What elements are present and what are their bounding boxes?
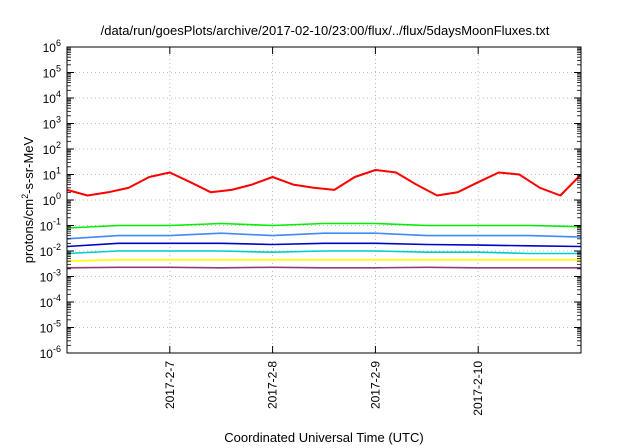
y-tick-exponent: 0 — [56, 191, 61, 201]
series-layer — [66, 169, 582, 269]
y-tick-base: 10 — [40, 220, 54, 234]
series-line-3 — [66, 232, 582, 240]
chart-title: /data/run/goesPlots/archive/2017-02-10/2… — [101, 23, 550, 38]
y-axis-label-sup: 2 — [20, 194, 30, 199]
y-tick-label: 10-4 — [40, 293, 61, 310]
x-tick-label: 2017-2-10 — [471, 361, 485, 416]
y-tick-base: 10 — [40, 347, 54, 361]
y-tick-exponent: 4 — [56, 89, 61, 99]
y-axis-label-prefix: protons/cm — [21, 199, 36, 263]
y-tick-label: 104 — [43, 89, 61, 106]
y-tick-exponent: -4 — [53, 293, 61, 303]
y-tick-base: 10 — [43, 169, 57, 183]
y-tick-base: 10 — [40, 322, 54, 336]
y-tick-label: 10-3 — [40, 268, 61, 285]
series-line-6 — [66, 258, 581, 262]
x-tick-label: 2017-2-7 — [163, 361, 177, 409]
y-axis: 10-610-510-410-310-210-11001011021031041… — [40, 38, 581, 361]
grid — [67, 47, 581, 353]
y-tick-base: 10 — [40, 271, 54, 285]
y-axis-label-suffix: -s-sr-MeV — [21, 136, 36, 193]
y-axis-label: protons/cm2-s-sr-MeV — [20, 136, 36, 263]
y-tick-label: 10-5 — [40, 319, 61, 336]
series-line-7 — [66, 266, 581, 269]
y-tick-label: 10-6 — [40, 344, 61, 361]
y-tick-label: 105 — [43, 64, 61, 81]
y-tick-exponent: -5 — [53, 319, 61, 329]
y-tick-label: 102 — [43, 140, 61, 157]
y-tick-base: 10 — [43, 41, 57, 55]
series-line-1 — [66, 169, 582, 197]
series-line-4 — [66, 242, 582, 248]
y-tick-exponent: -3 — [53, 268, 61, 278]
y-tick-base: 10 — [43, 118, 57, 132]
x-tick-label: 2017-2-9 — [368, 361, 382, 409]
y-tick-base: 10 — [43, 143, 57, 157]
y-tick-exponent: -6 — [53, 344, 61, 354]
y-tick-exponent: 6 — [56, 38, 61, 48]
y-tick-base: 10 — [43, 67, 57, 81]
y-tick-exponent: 3 — [56, 115, 61, 125]
y-tick-base: 10 — [40, 245, 54, 259]
y-tick-label: 103 — [43, 115, 61, 132]
y-tick-base: 10 — [40, 296, 54, 310]
y-tick-exponent: 1 — [56, 166, 61, 176]
x-tick-label: 2017-2-8 — [266, 361, 280, 409]
y-tick-exponent: -1 — [53, 217, 61, 227]
y-tick-base: 10 — [43, 194, 57, 208]
y-tick-base: 10 — [43, 92, 57, 106]
y-tick-label: 101 — [43, 166, 61, 183]
y-tick-label: 10-2 — [40, 242, 61, 259]
y-tick-exponent: -2 — [53, 242, 61, 252]
y-tick-label: 10-1 — [40, 217, 61, 234]
series-line-5 — [66, 250, 581, 255]
x-axis-label: Coordinated Universal Time (UTC) — [224, 430, 423, 445]
y-tick-exponent: 5 — [56, 64, 61, 74]
y-tick-label: 100 — [43, 191, 61, 208]
x-axis: 2017-2-7 2017-2-8 2017-2-9 2017-2-10 — [163, 47, 485, 416]
y-tick-exponent: 2 — [56, 140, 61, 150]
y-tick-label: 106 — [43, 38, 61, 55]
series-line-2 — [66, 222, 582, 229]
